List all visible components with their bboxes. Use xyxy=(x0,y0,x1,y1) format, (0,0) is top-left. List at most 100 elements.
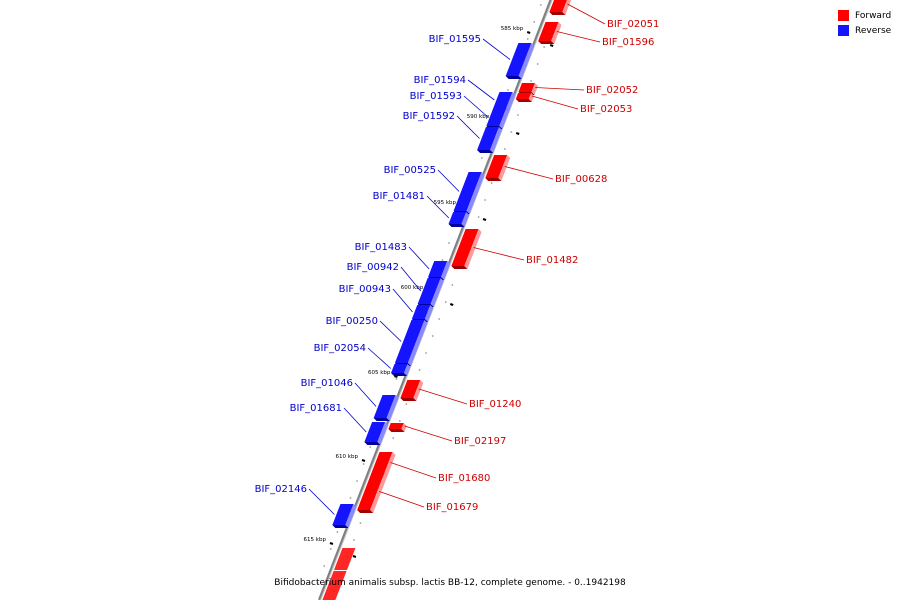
gene-leader-line xyxy=(535,87,585,91)
gene-side xyxy=(384,452,396,476)
gene-body xyxy=(364,422,386,442)
gene-label[interactable]: BIF_01592 xyxy=(403,111,455,122)
gene-bif-01679[interactable] xyxy=(357,473,388,513)
gene-label[interactable]: BIF_02051 xyxy=(607,19,659,30)
gene-edge xyxy=(373,418,390,421)
gene-label[interactable]: BIF_00942 xyxy=(347,262,399,273)
gene-side xyxy=(461,212,470,227)
gene-side xyxy=(377,422,389,445)
gene-side xyxy=(370,473,388,513)
legend-label-forward: Forward xyxy=(855,10,892,21)
gene-body xyxy=(485,155,508,178)
gene-bif-00525[interactable] xyxy=(453,172,485,214)
gene-body xyxy=(357,473,385,510)
gene-leader-line xyxy=(379,320,402,342)
gene-label[interactable]: BIF_02053 xyxy=(580,104,632,115)
gene-bif-01593[interactable] xyxy=(486,108,510,129)
gene-partial xyxy=(322,571,347,600)
gene-bif-02197[interactable] xyxy=(388,423,407,432)
gene-body xyxy=(515,93,532,99)
gene-label[interactable]: BIF_01596 xyxy=(602,37,654,48)
gene-leader-line xyxy=(426,195,450,219)
gene-leader-line xyxy=(408,246,430,270)
gene-bif-02054[interactable] xyxy=(391,364,411,376)
gene-label[interactable]: BIF_00628 xyxy=(555,174,607,185)
gene-edge xyxy=(515,99,532,102)
gene-label[interactable]: BIF_01046 xyxy=(301,378,353,389)
major-tick xyxy=(449,303,454,306)
gene-side xyxy=(531,83,538,95)
major-tick xyxy=(352,555,357,558)
gene-label[interactable]: BIF_01681 xyxy=(290,403,342,414)
tick-label: 600 kbp xyxy=(401,285,424,291)
reverse-swatch xyxy=(838,25,849,36)
gene-body xyxy=(428,261,448,277)
gene-bif-01483[interactable] xyxy=(428,261,451,280)
gene-label[interactable]: BIF_02054 xyxy=(314,343,366,354)
gene-label[interactable]: BIF_00525 xyxy=(384,165,436,176)
gene-leader-line xyxy=(482,38,511,60)
gene-side xyxy=(386,395,399,421)
gene-edge xyxy=(400,398,417,401)
legend-item-reverse: Reverse xyxy=(838,23,891,38)
gene-body xyxy=(391,364,408,373)
backbone-highlight xyxy=(320,0,553,600)
gene-partial xyxy=(333,548,356,570)
gene-side xyxy=(528,93,535,102)
gene-body xyxy=(538,22,559,41)
gene-label[interactable]: BIF_01595 xyxy=(429,34,481,45)
gene-bif-02051[interactable] xyxy=(549,0,572,15)
gene-body xyxy=(388,423,404,429)
gene-label[interactable]: BIF_02146 xyxy=(255,484,307,495)
gene-bif-00943[interactable] xyxy=(411,305,434,322)
gene-label[interactable]: BIF_01594 xyxy=(414,75,466,86)
gene-bif-01592[interactable] xyxy=(477,127,502,153)
gene-bif-00628[interactable] xyxy=(485,155,511,181)
gene-body xyxy=(451,229,479,266)
gene-bif-00250[interactable] xyxy=(394,320,428,366)
gene-leader-line xyxy=(392,288,413,313)
gene-edge xyxy=(332,525,349,528)
gene-body xyxy=(373,395,396,418)
gene-label[interactable]: BIF_01483 xyxy=(355,242,407,253)
gene-bif-01482[interactable] xyxy=(451,229,482,269)
gene-label[interactable]: BIF_01481 xyxy=(373,191,425,202)
gene-side xyxy=(424,305,434,322)
gene-label[interactable]: BIF_02052 xyxy=(586,85,638,96)
legend-label-reverse: Reverse xyxy=(855,25,892,36)
gene-edge xyxy=(451,266,468,269)
gene-bif-01481[interactable] xyxy=(448,212,470,227)
gene-edge xyxy=(357,510,374,513)
gene-bif-02146[interactable] xyxy=(332,504,357,528)
gene-bif-01046[interactable] xyxy=(373,395,399,421)
gene-leader-line xyxy=(567,3,606,25)
gene-side xyxy=(413,380,424,401)
gene-label[interactable]: BIF_00943 xyxy=(339,284,391,295)
gene-bif-01595[interactable] xyxy=(505,43,535,79)
gene-label[interactable]: BIF_01240 xyxy=(469,399,521,410)
gene-bif-01681[interactable] xyxy=(364,422,389,445)
gene-edge xyxy=(448,224,465,227)
gene-side xyxy=(345,504,357,528)
gene-leader-line xyxy=(367,347,392,369)
gene-bif-01240[interactable] xyxy=(400,380,424,401)
gene-body xyxy=(417,278,441,304)
gene-label[interactable]: BIF_00250 xyxy=(326,316,378,327)
gene-leader-line xyxy=(437,169,460,192)
gene-side xyxy=(466,172,485,214)
genome-caption: Bifidobacterium animalis subsp. lactis B… xyxy=(274,578,626,588)
gene-bif-01596[interactable] xyxy=(538,22,562,44)
gene-label[interactable]: BIF_01680 xyxy=(438,473,490,484)
tick-label: 585 kbp xyxy=(501,26,524,32)
tick-label: 595 kbp xyxy=(434,200,457,206)
genes-layer xyxy=(322,0,572,600)
major-tick xyxy=(482,218,487,221)
gene-label[interactable]: BIF_01482 xyxy=(526,255,578,266)
gene-side xyxy=(430,278,444,307)
gene-edge xyxy=(477,150,494,153)
gene-label[interactable]: BIF_02197 xyxy=(454,436,506,447)
gene-bif-02053[interactable] xyxy=(515,93,535,102)
gene-label[interactable]: BIF_01593 xyxy=(410,91,462,102)
gene-label[interactable]: BIF_01679 xyxy=(426,502,478,513)
